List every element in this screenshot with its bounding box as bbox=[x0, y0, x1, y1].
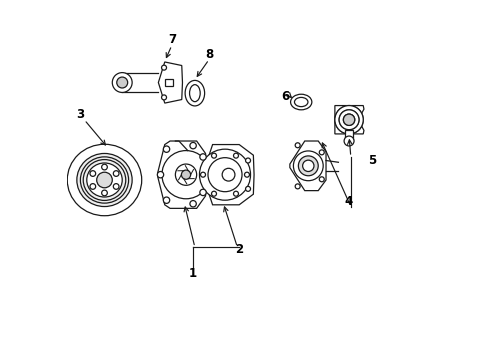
Circle shape bbox=[302, 160, 313, 171]
Circle shape bbox=[199, 149, 250, 200]
Circle shape bbox=[298, 156, 318, 176]
Polygon shape bbox=[289, 141, 325, 191]
Circle shape bbox=[211, 153, 216, 158]
Circle shape bbox=[189, 143, 196, 149]
Bar bbox=[165, 79, 172, 86]
Circle shape bbox=[245, 158, 250, 163]
Circle shape bbox=[163, 146, 169, 152]
Circle shape bbox=[245, 186, 250, 192]
Circle shape bbox=[102, 164, 107, 170]
Circle shape bbox=[334, 105, 363, 134]
Circle shape bbox=[112, 73, 132, 93]
Circle shape bbox=[189, 201, 196, 207]
Polygon shape bbox=[157, 141, 207, 208]
Text: 4: 4 bbox=[344, 195, 352, 208]
Circle shape bbox=[157, 171, 163, 178]
Circle shape bbox=[113, 171, 119, 176]
Circle shape bbox=[334, 105, 363, 134]
Circle shape bbox=[200, 172, 205, 177]
Ellipse shape bbox=[67, 144, 142, 216]
Ellipse shape bbox=[294, 98, 307, 107]
Circle shape bbox=[97, 172, 112, 188]
Circle shape bbox=[293, 151, 323, 181]
Circle shape bbox=[161, 95, 166, 100]
Ellipse shape bbox=[290, 94, 311, 110]
Circle shape bbox=[102, 190, 107, 196]
Text: 2: 2 bbox=[235, 243, 243, 256]
Circle shape bbox=[295, 143, 300, 148]
Circle shape bbox=[344, 136, 353, 146]
Ellipse shape bbox=[185, 80, 204, 106]
Circle shape bbox=[162, 150, 210, 199]
Circle shape bbox=[233, 191, 238, 196]
Circle shape bbox=[319, 150, 324, 155]
Circle shape bbox=[339, 110, 358, 130]
Circle shape bbox=[90, 184, 96, 189]
Ellipse shape bbox=[189, 85, 200, 102]
Circle shape bbox=[343, 114, 354, 125]
Circle shape bbox=[200, 189, 206, 195]
Circle shape bbox=[117, 77, 127, 88]
Polygon shape bbox=[203, 145, 254, 205]
Circle shape bbox=[319, 177, 324, 182]
Circle shape bbox=[244, 172, 249, 177]
Circle shape bbox=[113, 184, 119, 189]
Circle shape bbox=[233, 153, 238, 158]
Circle shape bbox=[181, 170, 190, 179]
Circle shape bbox=[211, 191, 216, 196]
Ellipse shape bbox=[86, 163, 122, 197]
Circle shape bbox=[161, 65, 166, 70]
Polygon shape bbox=[334, 105, 363, 134]
Polygon shape bbox=[158, 62, 182, 103]
Circle shape bbox=[343, 114, 354, 125]
Text: 3: 3 bbox=[77, 108, 84, 121]
Circle shape bbox=[163, 197, 169, 203]
Circle shape bbox=[295, 184, 300, 189]
Circle shape bbox=[200, 154, 206, 160]
Text: 6: 6 bbox=[281, 90, 289, 103]
Polygon shape bbox=[344, 130, 353, 141]
Circle shape bbox=[207, 158, 242, 192]
Text: 1: 1 bbox=[189, 267, 197, 280]
Text: 8: 8 bbox=[204, 48, 213, 61]
Text: 5: 5 bbox=[367, 154, 375, 167]
Circle shape bbox=[339, 110, 358, 130]
Circle shape bbox=[175, 164, 196, 185]
Ellipse shape bbox=[77, 153, 132, 207]
Circle shape bbox=[222, 168, 234, 181]
Text: 7: 7 bbox=[167, 33, 176, 46]
Circle shape bbox=[90, 171, 96, 176]
